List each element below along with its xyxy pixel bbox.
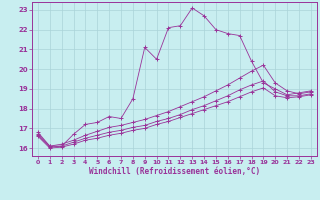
X-axis label: Windchill (Refroidissement éolien,°C): Windchill (Refroidissement éolien,°C)	[89, 167, 260, 176]
